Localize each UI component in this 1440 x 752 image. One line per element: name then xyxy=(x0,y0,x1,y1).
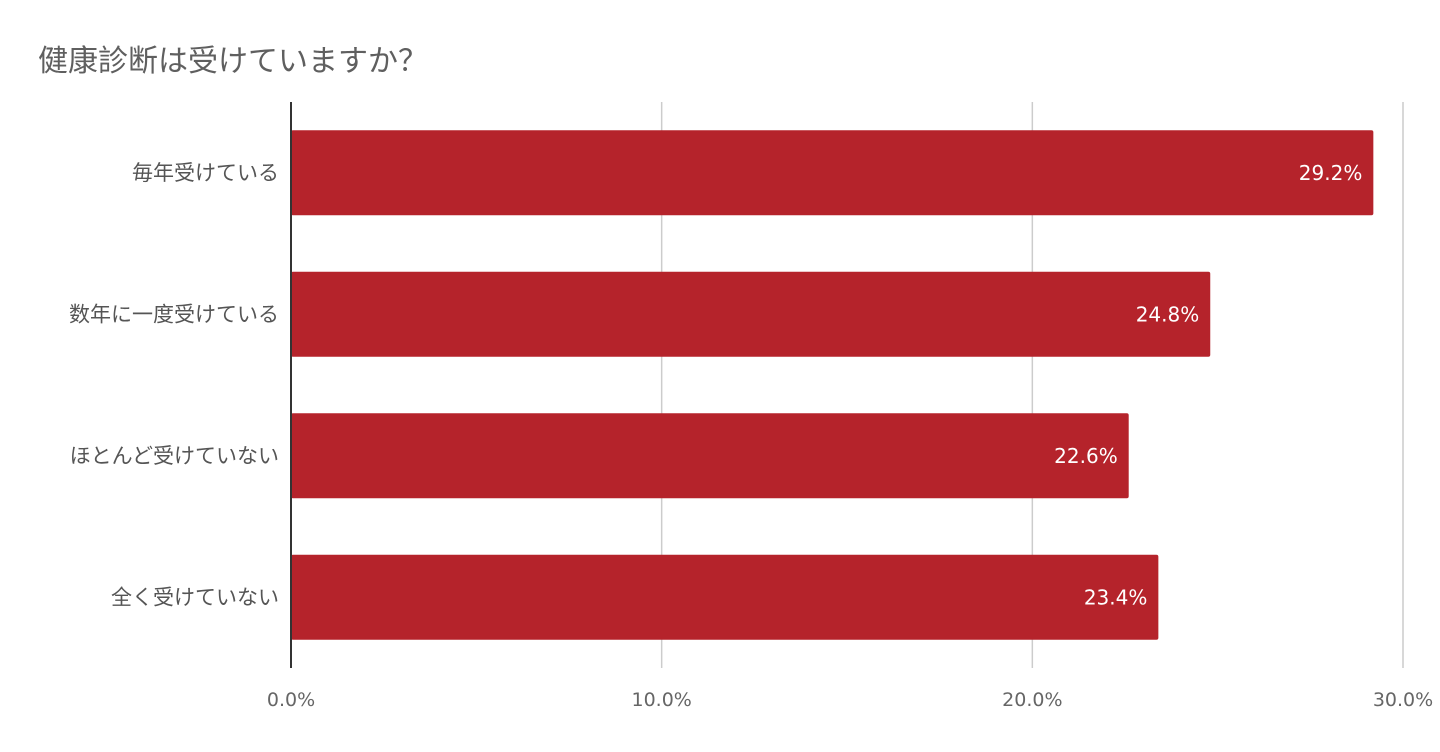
data-label: 24.8% xyxy=(1136,302,1200,326)
bars xyxy=(291,130,1374,640)
chart-title: 健康診断は受けていますか？ xyxy=(38,44,428,79)
x-tick-label: 30.0% xyxy=(1373,689,1433,711)
category-label: ほとんど受けていない xyxy=(70,444,279,468)
x-tick-label: 10.0% xyxy=(631,689,691,711)
category-label: 毎年受けている xyxy=(132,161,279,185)
bar xyxy=(291,413,1129,499)
x-tick-label: 20.0% xyxy=(1002,689,1062,711)
bar xyxy=(291,271,1211,357)
data-label: 22.6% xyxy=(1054,444,1118,468)
x-tick-label: 0.0% xyxy=(267,689,315,711)
data-label: 29.2% xyxy=(1299,161,1363,185)
labels: 0.0% 10.0% 20.0% 30.0% 毎年受けている 29.2% 数年に一度受けてい… xyxy=(69,161,1433,711)
category-label: 数年に一度受けている xyxy=(69,302,279,326)
bar xyxy=(291,554,1159,640)
bar xyxy=(291,130,1374,216)
data-label: 23.4% xyxy=(1084,585,1148,609)
category-label: 全く受けていない xyxy=(111,585,279,609)
